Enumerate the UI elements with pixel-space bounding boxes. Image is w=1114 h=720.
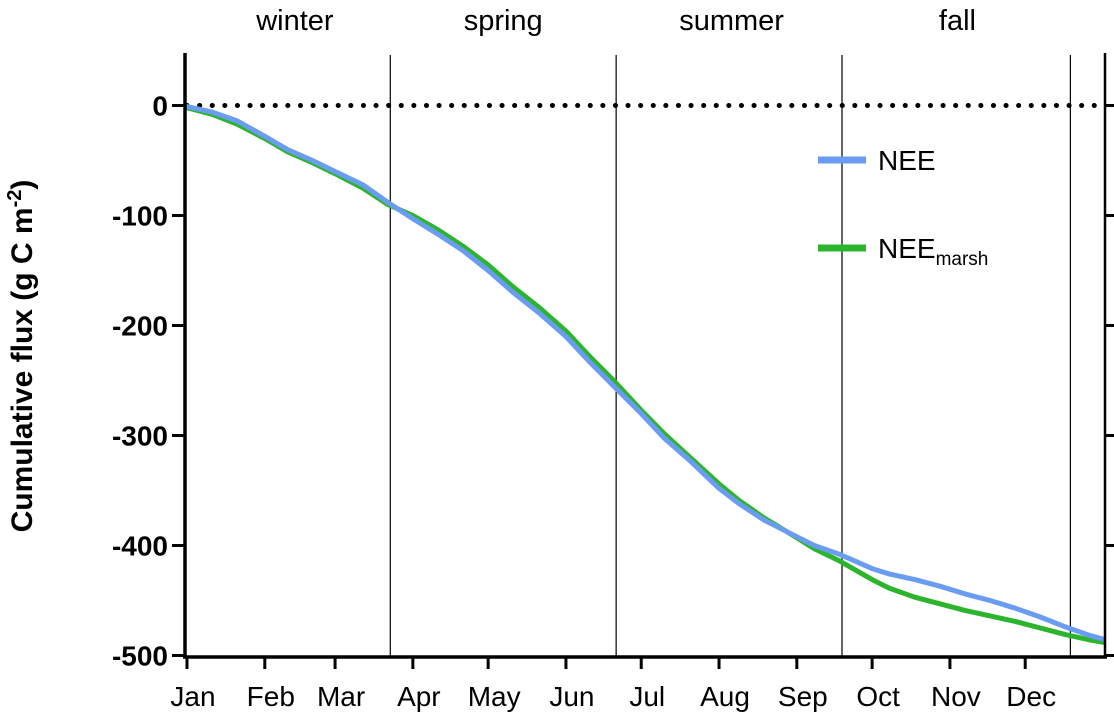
season-label: winter — [255, 5, 334, 37]
x-tick-label: Aug — [700, 681, 750, 712]
x-tick-label: Nov — [931, 681, 981, 712]
y-tick-label: -500 — [112, 641, 168, 672]
season-label: fall — [939, 5, 976, 37]
y-tick-label: -100 — [112, 201, 168, 232]
x-tick-label: Jan — [170, 681, 215, 712]
y-axis-title: Cumulative flux (g C m-2) — [4, 180, 39, 533]
x-tick-label: Oct — [856, 681, 900, 712]
x-tick-label: Sep — [778, 681, 828, 712]
x-tick-label: Mar — [317, 681, 365, 712]
nee-line — [184, 104, 1106, 642]
y-tick-label: -300 — [112, 421, 168, 452]
season-label: summer — [679, 5, 784, 37]
legend-label-nee: NEE — [878, 145, 936, 176]
legend-label-nee-marsh: NEEmarsh — [878, 233, 988, 270]
nee-marsh-line — [184, 105, 1106, 645]
x-tick-label: Apr — [397, 681, 441, 712]
season-label: spring — [464, 5, 543, 37]
x-tick-label: Feb — [247, 681, 295, 712]
x-tick-label: May — [468, 681, 521, 712]
x-tick-label: Jun — [549, 681, 594, 712]
y-tick-label: -200 — [112, 311, 168, 342]
x-tick-label: Jul — [629, 681, 665, 712]
y-tick-label: -400 — [112, 531, 168, 562]
y-tick-label: 0 — [152, 91, 168, 122]
x-tick-label: Dec — [1006, 681, 1056, 712]
